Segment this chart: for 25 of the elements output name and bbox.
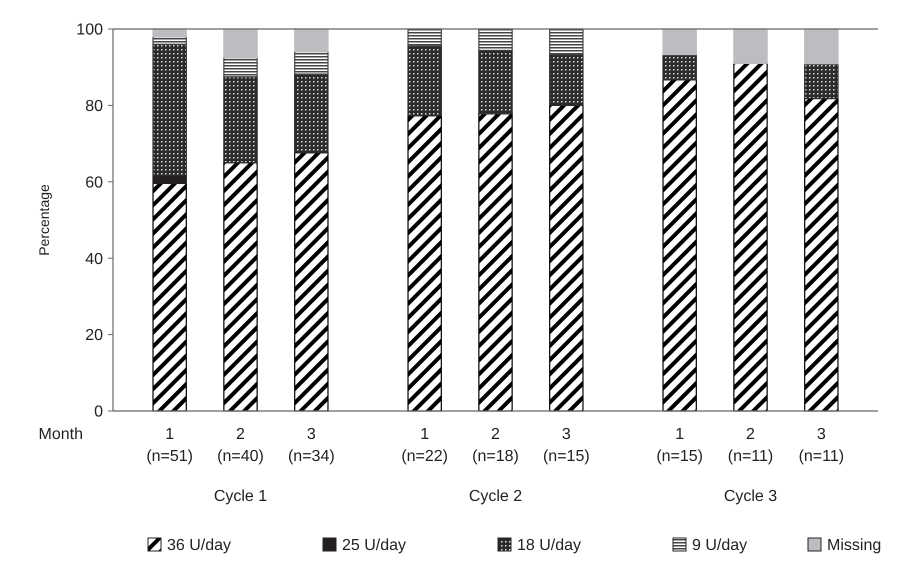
legend-label: 36 U/day [167, 537, 232, 554]
x-tick-label: 3 (n=34) [288, 426, 335, 465]
y-tick-label: 20 [85, 327, 104, 344]
y-tick-label: 100 [76, 22, 104, 39]
x-tick-label: 2 (n=18) [472, 426, 519, 465]
text: Cycle 1 [214, 488, 268, 505]
x-tick-label: 3 (n=11) [798, 426, 844, 465]
y-tick-label: 80 [85, 98, 104, 115]
text: Cycle 2 [468, 488, 522, 505]
legend-label: 25 U/day [342, 537, 406, 554]
legend-label: 9 U/day [692, 537, 748, 554]
x-tick-label: 2 (n=11) [728, 426, 774, 465]
x-tick-label: 1 (n=22) [401, 426, 448, 465]
y-tick-label: 0 [94, 404, 104, 421]
y-axis-title: Percentage [36, 184, 52, 256]
y-tick-label: 60 [85, 174, 104, 192]
x-tick-label: 1 (n=51) [146, 426, 194, 465]
y-tick-label: 40 [85, 250, 104, 268]
legend-label: 18 U/day [517, 537, 582, 554]
x-axis-title: Month [38, 426, 83, 443]
x-tick-label: 3 (n=15) [542, 426, 590, 465]
text: Cycle 3 [724, 488, 778, 505]
legend-label: Missing [827, 537, 882, 554]
x-tick-label: 2 (n=40) [217, 426, 264, 465]
x-tick-label: 1 (n=15) [656, 426, 704, 465]
